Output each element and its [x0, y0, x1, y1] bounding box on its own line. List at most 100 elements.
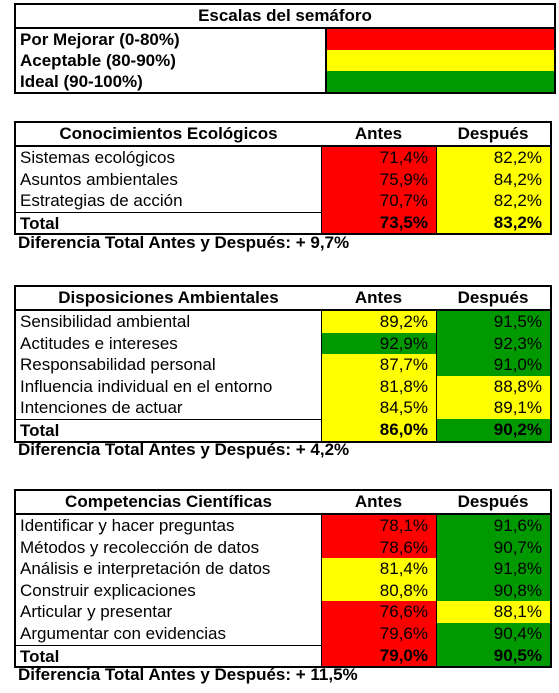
after-value: 90,7% [436, 536, 550, 559]
row-label: Construir explicaciones [20, 580, 196, 600]
table-header: Competencias Científicas Antes Después [14, 489, 552, 515]
before-value: 87,7% [321, 354, 436, 376]
row-label: Identificar y hacer preguntas [20, 516, 235, 535]
total-row: Total 86,0% 90,2% [16, 418, 550, 441]
total-label: Total [16, 418, 321, 441]
table-header: Conocimientos Ecológicos Antes Después [14, 121, 552, 147]
row-label: Intenciones de actuar [20, 398, 183, 418]
header-before: Antes [354, 492, 403, 511]
table-row: Identificar y hacer preguntas 78,1% 91,6… [16, 515, 550, 537]
before-value: 89,2% [321, 311, 436, 333]
table-row: Sensibilidad ambiental 89,2% 91,5% [16, 311, 550, 333]
row-label: Articular y presentar [20, 602, 173, 622]
table-disposiciones: Disposiciones Ambientales Antes Después … [14, 285, 552, 443]
before-value: 76,6% [321, 601, 436, 623]
after-value: 90,8% [436, 579, 550, 602]
total-row: Total 79,0% 90,5% [16, 644, 550, 667]
legend-label: Ideal (90-100%) [20, 72, 143, 91]
table-body: Identificar y hacer preguntas 78,1% 91,6… [14, 515, 552, 669]
legend-row-por-mejorar: Por Mejorar (0-80%) [16, 29, 554, 50]
traffic-light-legend: Escalas del semáforo Por Mejorar (0-80%)… [14, 3, 556, 94]
table-row: Asuntos ambientales 75,9% 84,2% [16, 168, 550, 191]
row-label: Actitudes e intereses [20, 333, 178, 353]
header-category: Disposiciones Ambientales [58, 288, 279, 307]
header-after: Después [457, 492, 529, 511]
row-label: Asuntos ambientales [20, 169, 178, 189]
after-value: 89,1% [436, 397, 550, 419]
legend-row-aceptable: Aceptable (80-90%) [16, 50, 554, 71]
table-header: Disposiciones Ambientales Antes Después [14, 285, 552, 311]
legend-row-ideal: Ideal (90-100%) [16, 71, 554, 92]
after-value: 91,6% [436, 515, 550, 537]
row-label: Métodos y recolección de datos [20, 537, 260, 557]
total-row: Total 73,5% 83,2% [16, 211, 550, 234]
legend-swatch-yellow [325, 50, 554, 71]
after-value: 90,4% [436, 622, 550, 645]
difference-text: Diferencia Total Antes y Después: + 4,2% [18, 440, 350, 459]
legend-swatch-red [325, 29, 554, 50]
after-value: 82,2% [436, 147, 550, 169]
header-before: Antes [354, 124, 403, 143]
total-after-value: 90,2% [436, 418, 550, 441]
before-value: 84,5% [321, 397, 436, 419]
table-body: Sistemas ecológicos 71,4% 82,2% Asuntos … [14, 147, 552, 236]
total-label: Total [16, 211, 321, 234]
legend-title: Escalas del semáforo [16, 5, 554, 29]
table-row: Influencia individual en el entorno 81,8… [16, 375, 550, 398]
legend-label: Aceptable (80-90%) [20, 51, 176, 70]
legend-swatch-green [325, 71, 554, 92]
total-before-value: 79,0% [321, 644, 436, 667]
after-value: 91,8% [436, 558, 550, 580]
header-before: Antes [354, 288, 403, 307]
after-value: 91,0% [436, 354, 550, 376]
table-row: Articular y presentar 76,6% 88,1% [16, 601, 550, 623]
table-body: Sensibilidad ambiental 89,2% 91,5% Actit… [14, 311, 552, 443]
table-competencias: Competencias Científicas Antes Después I… [14, 489, 552, 669]
after-value: 91,5% [436, 311, 550, 333]
after-value: 82,2% [436, 190, 550, 212]
row-label: Análisis e interpretación de datos [20, 559, 271, 579]
before-value: 78,6% [321, 536, 436, 559]
before-value: 79,6% [321, 622, 436, 645]
header-after: Después [457, 288, 529, 307]
table-row: Intenciones de actuar 84,5% 89,1% [16, 397, 550, 419]
row-label: Argumentar con evidencias [20, 623, 227, 643]
total-before-value: 86,0% [321, 418, 436, 441]
total-after-value: 90,5% [436, 644, 550, 667]
before-value: 81,4% [321, 558, 436, 580]
table-row: Estrategias de acción 70,7% 82,2% [16, 190, 550, 212]
after-value: 88,1% [436, 601, 550, 623]
table-row: Análisis e interpretación de datos 81,4%… [16, 558, 550, 580]
total-before-value: 73,5% [321, 211, 436, 234]
row-label: Estrategias de acción [20, 191, 183, 211]
total-label: Total [16, 644, 321, 667]
before-value: 78,1% [321, 515, 436, 537]
before-value: 80,8% [321, 579, 436, 602]
before-value: 75,9% [321, 168, 436, 191]
header-after: Después [457, 124, 529, 143]
table-row: Sistemas ecológicos 71,4% 82,2% [16, 147, 550, 169]
difference-text: Diferencia Total Antes y Después: + 11,5… [18, 665, 358, 684]
before-value: 92,9% [321, 332, 436, 355]
header-category: Competencias Científicas [65, 492, 272, 511]
after-value: 88,8% [436, 375, 550, 398]
table-row: Argumentar con evidencias 79,6% 90,4% [16, 622, 550, 645]
before-value: 71,4% [321, 147, 436, 169]
after-value: 84,2% [436, 168, 550, 191]
before-value: 70,7% [321, 190, 436, 212]
row-label: Responsabilidad personal [20, 355, 216, 375]
row-label: Sensibilidad ambiental [20, 312, 191, 331]
table-conocimientos: Conocimientos Ecológicos Antes Después S… [14, 121, 552, 236]
difference-text: Diferencia Total Antes y Después: + 9,7% [18, 233, 350, 252]
table-row: Construir explicaciones 80,8% 90,8% [16, 579, 550, 602]
header-category: Conocimientos Ecológicos [59, 124, 278, 143]
table-row: Métodos y recolección de datos 78,6% 90,… [16, 536, 550, 559]
legend-label: Por Mejorar (0-80%) [20, 30, 180, 49]
before-value: 81,8% [321, 375, 436, 398]
after-value: 92,3% [436, 332, 550, 355]
table-row: Responsabilidad personal 87,7% 91,0% [16, 354, 550, 376]
total-after-value: 83,2% [436, 211, 550, 234]
row-label: Influencia individual en el entorno [20, 376, 273, 396]
table-row: Actitudes e intereses 92,9% 92,3% [16, 332, 550, 355]
row-label: Sistemas ecológicos [20, 148, 175, 167]
